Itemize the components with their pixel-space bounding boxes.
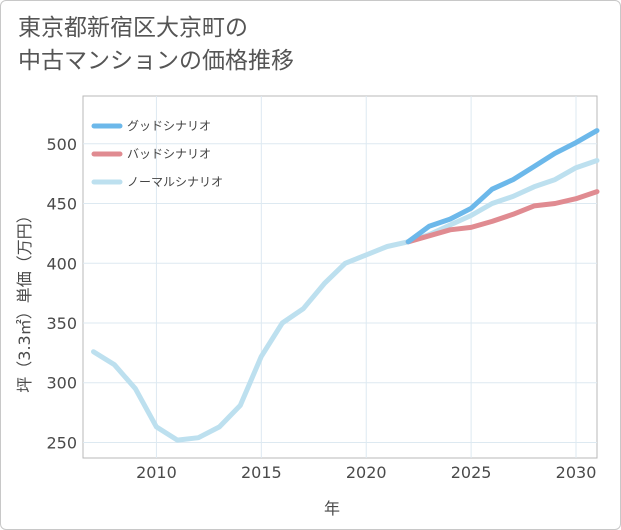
y-tick-label: 500: [46, 135, 77, 154]
series-line: [91, 158, 600, 443]
x-tick-label: 2025: [451, 463, 492, 482]
x-tick-label: 2010: [136, 463, 177, 482]
x-axis-label: 年: [324, 499, 340, 518]
legend-entry: バッドシナリオ: [127, 147, 211, 161]
x-tick-label: 2015: [241, 463, 282, 482]
chart-title-line-1: 東京都新宿区大京町の: [18, 15, 248, 41]
chart-title: 東京都新宿区大京町の 中古マンションの価格推移: [18, 12, 294, 78]
x-tick-labels: 2010 2015 2020 2025 2030: [136, 463, 596, 482]
series-line: [405, 189, 600, 245]
y-tick-label: 400: [46, 254, 77, 273]
y-tick-label: 350: [46, 314, 77, 333]
y-axis-label: 坪（3.3㎡）単価（万円）: [15, 207, 34, 392]
y-tick-label: 250: [46, 433, 77, 452]
y-tick-label: 450: [46, 195, 77, 214]
y-tick-label: 300: [46, 374, 77, 393]
x-tick-label: 2020: [346, 463, 387, 482]
grid-lines: [83, 96, 597, 458]
series-lines: [91, 128, 600, 443]
x-tick-label: 2030: [556, 463, 597, 482]
plot-area: [82, 95, 598, 459]
y-tick-labels: 250 300 350 400 450 500: [46, 135, 77, 453]
series-line: [405, 128, 600, 245]
legend-entry: グッドシナリオ: [127, 119, 211, 133]
chart-title-line-2: 中古マンションの価格推移: [18, 48, 294, 74]
legend-entry: ノーマルシナリオ: [127, 175, 223, 189]
